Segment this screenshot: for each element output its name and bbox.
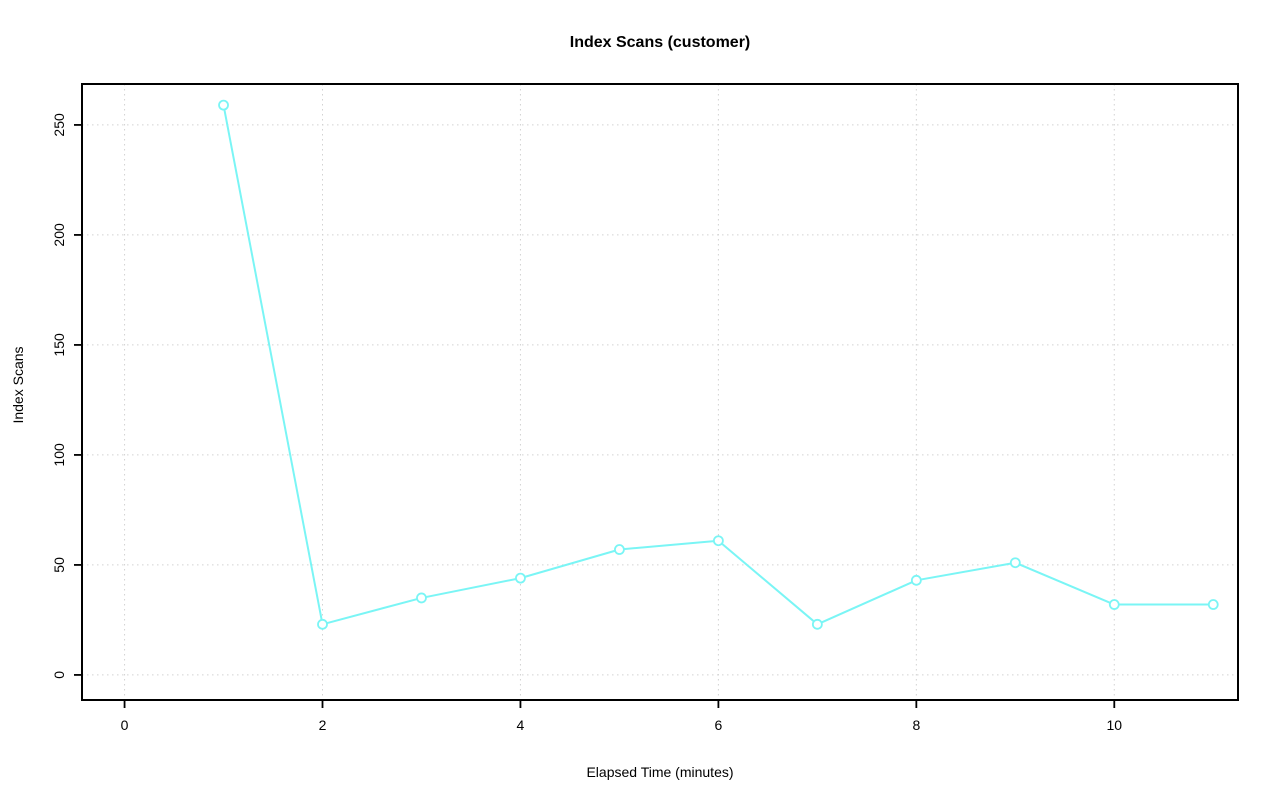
chart-title: Index Scans (customer) (569, 34, 751, 51)
y-tick-label: 200 (51, 223, 67, 247)
y-tick-label: 250 (51, 113, 67, 137)
plot-border (81, 83, 1239, 701)
x-tick-label: 0 (121, 717, 129, 733)
x-tick-label: 2 (319, 717, 327, 733)
y-tick-label: 100 (51, 443, 67, 467)
data-point-marker (811, 618, 823, 630)
data-point-marker (317, 618, 328, 630)
y-tick-label: 50 (51, 557, 67, 573)
x-tick-label: 8 (912, 717, 920, 733)
data-point-marker (515, 572, 526, 584)
data-point-marker (614, 544, 625, 555)
data-point-marker (1009, 557, 1021, 569)
y-tick-label: 150 (51, 333, 67, 357)
x-axis-label: Elapsed Time (minutes) (586, 764, 734, 780)
y-tick-label: 0 (51, 671, 67, 679)
data-point-marker (218, 99, 229, 111)
data-point-marker (416, 592, 427, 604)
data-point-marker (1108, 599, 1120, 610)
y-axis-label: Index Scans (10, 346, 26, 424)
data-point-marker (910, 574, 922, 586)
x-tick-label: 4 (517, 717, 525, 733)
data-point-marker (1207, 599, 1219, 610)
x-tick-label: 6 (714, 717, 722, 733)
x-tick-label: 10 (1106, 717, 1122, 733)
data-point-marker (712, 535, 724, 547)
